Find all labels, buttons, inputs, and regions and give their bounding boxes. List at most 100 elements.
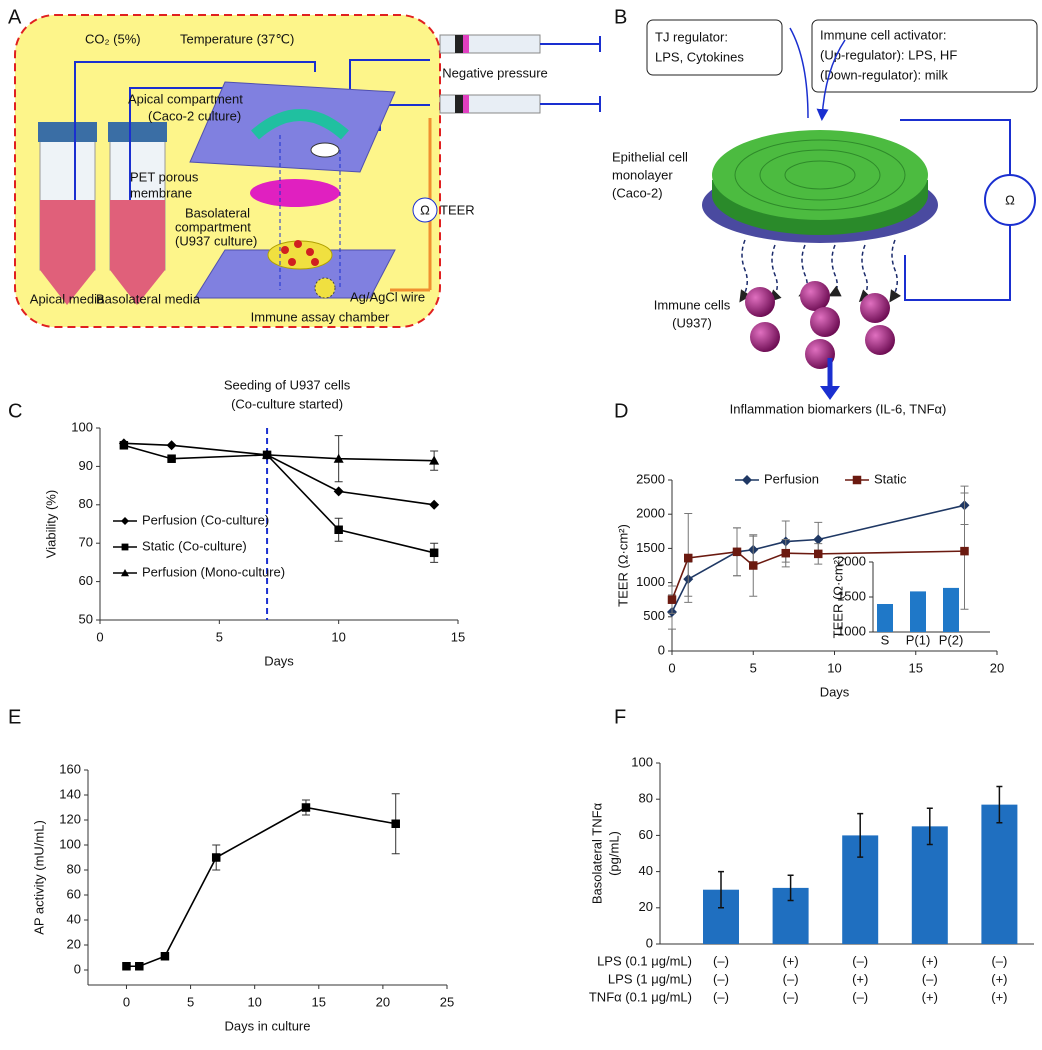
x-tick-label: 25	[440, 994, 454, 1009]
point	[732, 547, 742, 557]
y-tick-label: 100	[631, 754, 653, 769]
cells	[281, 240, 319, 266]
y-tick-label: 60	[79, 573, 93, 588]
label: Basolateral media	[96, 291, 201, 306]
port	[310, 142, 340, 158]
y-tick-label: 20	[639, 899, 653, 914]
error-bar	[718, 870, 724, 909]
y-axis-label: Viability (%)	[43, 490, 58, 558]
error-bar	[996, 785, 1003, 824]
y-axis-label: TEER (Ω·cm²)	[830, 556, 845, 639]
legend-label: Perfusion (Mono-culture)	[142, 564, 285, 579]
media	[110, 200, 165, 270]
point	[960, 546, 969, 556]
condition-value: (+)	[782, 953, 798, 968]
point	[429, 548, 439, 558]
tube-tip	[110, 270, 165, 305]
panel-label: F	[614, 706, 626, 728]
label: (Down-regulator): milk	[820, 67, 948, 82]
point	[333, 453, 344, 463]
label: Apical media	[30, 291, 105, 306]
point	[301, 803, 311, 812]
condition-value: (+)	[922, 953, 938, 968]
bar	[910, 591, 926, 632]
panel-label: C	[8, 400, 22, 422]
y-tick-label: 2000	[837, 553, 866, 568]
y-tick-label: 60	[67, 886, 81, 901]
cap	[38, 122, 97, 142]
label: monolayer	[612, 167, 673, 182]
point	[160, 952, 170, 961]
bar	[877, 604, 893, 632]
syringes	[439, 34, 601, 114]
point	[667, 595, 677, 604]
condition-value: (–)	[852, 953, 868, 968]
point	[167, 454, 176, 463]
x-tick-label: 20	[376, 994, 390, 1009]
apical-channel	[251, 109, 349, 140]
guide-lines	[279, 135, 341, 290]
label: Temperature (37℃)	[180, 31, 294, 46]
legend-label: Perfusion (Co-culture)	[142, 512, 269, 527]
y-tick-label: 20	[67, 936, 81, 951]
y-tick-label: 50	[79, 611, 93, 626]
series-line	[267, 454, 435, 462]
bar	[911, 826, 948, 944]
circuit	[900, 119, 1011, 301]
secretion-arrows	[739, 239, 901, 303]
point	[684, 553, 693, 563]
error-bar	[787, 874, 794, 902]
panel-label: D	[614, 400, 628, 422]
x-tick-label: 10	[247, 994, 261, 1009]
label: Ω	[420, 202, 430, 217]
x-tick-label: 10	[827, 660, 841, 675]
x-axis-label: Days	[820, 684, 850, 699]
x-tick-label: 5	[187, 994, 194, 1009]
condition-value: (+)	[991, 971, 1007, 986]
y-tick-label: 160	[59, 761, 81, 776]
x-tick-label: 5	[216, 629, 223, 644]
condition-value: (–)	[713, 971, 729, 986]
x-tick-label: 5	[750, 660, 757, 675]
condition-value: (–)	[713, 989, 729, 1004]
ohmmeter	[984, 174, 1036, 226]
point	[813, 534, 824, 545]
y-tick-label: 80	[67, 861, 81, 876]
x-tick-label: P(2)	[939, 632, 964, 647]
box	[646, 19, 783, 76]
x-tick-label: 0	[96, 629, 103, 644]
legend-marker	[852, 475, 862, 485]
x-tick-label: 0	[668, 660, 675, 675]
y-tick-label: 70	[79, 535, 93, 550]
x-tick-label: P(1)	[906, 632, 931, 647]
label: Basolateral	[185, 205, 250, 220]
y-tick-label: 1500	[837, 588, 866, 603]
condition-value: (–)	[713, 953, 729, 968]
arrow	[789, 27, 846, 118]
output-arrowhead	[820, 386, 840, 400]
legend-marker	[121, 543, 129, 551]
y-tick-label: 500	[643, 608, 665, 623]
condition-value: (–)	[922, 971, 938, 986]
y-tick-label: 1500	[636, 540, 665, 555]
chart-title: (Co-culture started)	[231, 396, 343, 411]
point	[122, 962, 131, 971]
assay-chamber	[314, 277, 336, 299]
label: CO₂ (5%)	[85, 31, 141, 46]
cell-rings	[734, 139, 906, 211]
condition-label: LPS (1 μg/mL)	[608, 971, 692, 986]
point	[749, 561, 758, 570]
legend-marker	[121, 517, 129, 525]
label: LPS, Cytokines	[655, 49, 744, 64]
y-tick-label: 120	[59, 811, 81, 826]
point	[429, 499, 440, 510]
y-tick-label: 40	[639, 863, 653, 878]
chart-title: Seeding of U937 cells	[224, 377, 351, 392]
x-tick-label: 20	[990, 660, 1004, 675]
point	[334, 525, 343, 535]
label: (Up-regulator): LPS, HF	[820, 47, 957, 62]
point	[119, 441, 129, 450]
label: Immune assay chamber	[251, 309, 390, 324]
y-tick-label: 80	[639, 791, 653, 806]
